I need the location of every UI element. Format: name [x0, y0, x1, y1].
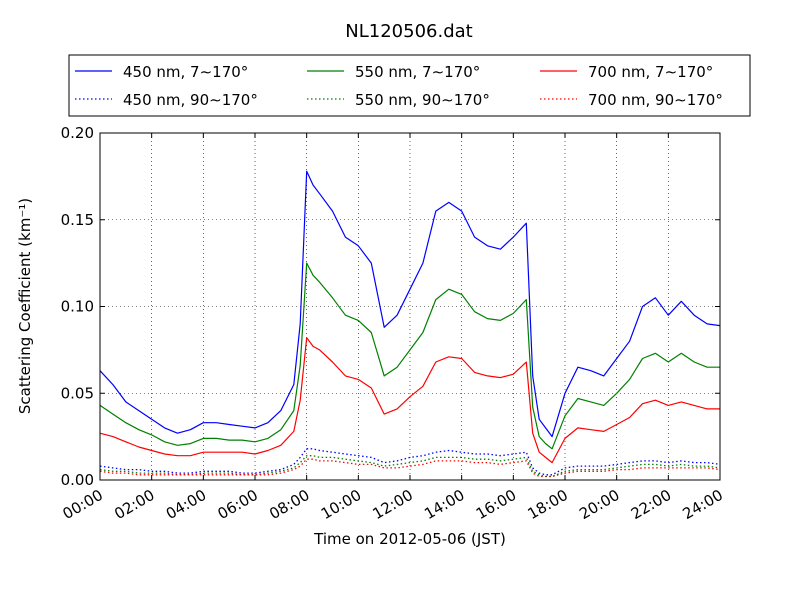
x-tick-label: 02:00 — [111, 486, 157, 523]
x-tick-label: 10:00 — [318, 486, 364, 523]
x-tick-label: 06:00 — [215, 486, 261, 523]
legend-label-1: 550 nm, 7∼170° — [355, 63, 480, 81]
y-tick-label: 0.10 — [61, 298, 94, 316]
legend-label-4: 550 nm, 90∼170° — [355, 91, 490, 109]
x-tick-label: 04:00 — [163, 486, 209, 523]
x-tick-label: 20:00 — [576, 486, 622, 523]
y-tick-label: 0.20 — [61, 124, 94, 142]
x-tick-label: 16:00 — [473, 486, 519, 523]
y-tick-label: 0.05 — [61, 384, 94, 402]
y-tick-label: 0.00 — [61, 471, 94, 489]
series-line-1 — [99, 262, 720, 450]
legend-box — [68, 54, 751, 117]
legend-label-5: 700 nm, 90∼170° — [588, 91, 723, 109]
legend-label-2: 700 nm, 7∼170° — [588, 63, 713, 81]
x-tick-label: 18:00 — [525, 486, 571, 523]
series-line-3 — [99, 448, 721, 476]
legend-label-3: 450 nm, 90∼170° — [123, 91, 258, 109]
chart-title: NL120506.dat — [345, 21, 472, 42]
y-tick-label: 0.15 — [61, 211, 94, 229]
series-line-0 — [99, 170, 721, 438]
x-tick-label: 08:00 — [266, 486, 312, 523]
x-tick-label: 14:00 — [421, 486, 467, 523]
series-line-2 — [99, 337, 720, 464]
x-tick-label: 00:00 — [60, 486, 106, 523]
x-tick-label: 22:00 — [628, 486, 674, 523]
series-layer — [99, 170, 721, 478]
ticks: 00:00 02:00 04:00 06:00 08:00 10:00 12:00 14:00… — [60, 124, 726, 523]
x-tick-label: 12:00 — [370, 486, 416, 523]
x-tick-label: 24:00 — [680, 486, 726, 523]
legend-label-0: 450 nm, 7∼170° — [123, 63, 248, 81]
y-axis-label: Scattering Coefficient (km⁻¹) — [16, 198, 34, 414]
legend: 450 nm, 7∼170° 550 nm, 7∼170° 700 nm, 7∼17… — [68, 54, 751, 117]
x-axis-label: Time on 2012-05-06 (JST) — [313, 530, 506, 548]
series-line-4 — [99, 455, 721, 478]
series-line-5 — [99, 458, 721, 478]
